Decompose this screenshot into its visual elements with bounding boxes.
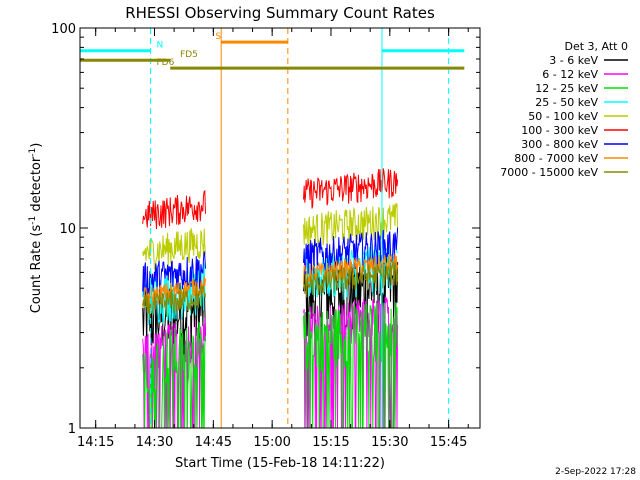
legend-label-4: 50 - 100 keV [528,110,598,123]
y-axis-label-exp2: -1 [28,148,38,157]
y-tick-label-2: 100 [51,22,76,37]
legend-label-1: 6 - 12 keV [542,68,598,81]
x-axis-label: Start Time (15-Feb-18 14:11:22) [175,456,385,471]
x-tick-label-0: 14:15 [77,435,114,450]
x-tick-label-1: 14:30 [136,435,173,450]
x-tick-label-3: 15:00 [253,435,290,450]
legend-label-3: 25 - 50 keV [535,96,598,109]
y-axis-label-middle: detector [29,156,44,216]
legend-label-2: 12 - 25 keV [535,82,598,95]
legend-label-8: 7000 - 15000 keV [500,166,598,179]
y-tick-label-0: 1 [68,422,76,437]
legend-label-7: 800 - 7000 keV [514,152,598,165]
y-axis: 1 10 100 [51,22,480,437]
date-stamp: 2-Sep-2022 17:28 [555,467,636,477]
flag-layer: N S FD5 FD6 [80,32,465,70]
legend-title: Det 3, Att 0 [565,40,629,53]
legend-label-6: 300 - 800 keV [521,138,598,151]
legend-label-5: 100 - 300 keV [521,124,598,137]
y-axis-label-exp1: -1 [28,216,38,225]
flag-label-4: FD6 [157,58,175,68]
x-axis: 14:15 14:30 14:45 15:00 15:15 15:30 15:45 [77,28,469,450]
x-tick-label-5: 15:30 [371,435,408,450]
chart-title: RHESSI Observing Summary Count Rates [125,4,435,22]
flag-label-2: S [215,32,221,42]
flag-label-3: FD5 [180,50,198,60]
y-tick-label-1: 10 [59,222,76,237]
y-axis-label: Count Rate (s-1 detector-1) [28,143,44,314]
y-axis-label-suffix: ) [29,143,44,148]
x-tick-label-6: 15:45 [430,435,467,450]
x-tick-label-4: 15:15 [312,435,349,450]
x-tick-label-2: 14:45 [195,435,232,450]
y-axis-label-prefix: Count Rate (s [29,225,44,314]
legend-label-0: 3 - 6 keV [549,54,598,67]
flag-label-0: N [157,41,164,51]
